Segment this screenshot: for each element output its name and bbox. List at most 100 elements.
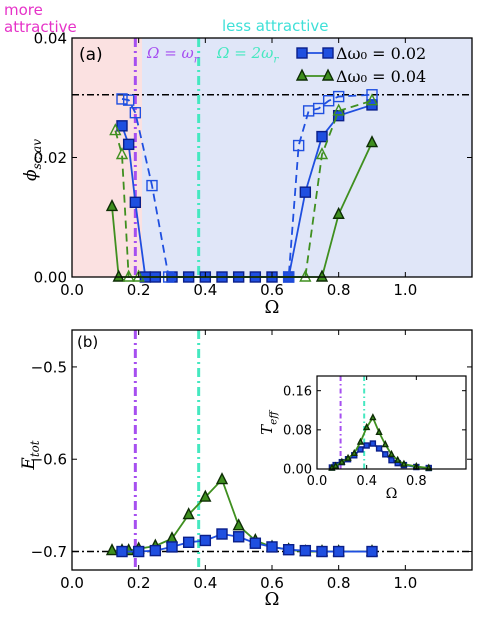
y-tick-label: 0.04 [34, 29, 67, 47]
annotation-more-attractive: more [4, 1, 43, 19]
data-point [112, 269, 125, 282]
data-point [105, 543, 119, 556]
data-point [132, 269, 145, 282]
shaded-region [142, 38, 472, 277]
x-axis-label: Ω [265, 297, 280, 318]
data-point [356, 437, 365, 445]
data-point [122, 94, 135, 106]
y-tick-label: 0.00 [34, 268, 67, 286]
data-point [316, 130, 328, 143]
x-tick-label: 0.2 [127, 574, 151, 592]
data-point [115, 147, 129, 160]
data-point [116, 93, 128, 105]
data-point [366, 545, 378, 558]
x-axis-label: Ω [265, 589, 280, 610]
x-tick-label: 0.6 [260, 281, 284, 299]
data-point [166, 541, 178, 553]
inset-panel: 0.0 0.4 0.8 0.00 0.08 0.16 Ω Teff [258, 375, 467, 502]
data-point [199, 489, 212, 502]
data-point [292, 139, 305, 152]
x-tick-label: 0.4 [356, 474, 377, 489]
data-point [344, 453, 352, 461]
data-point [350, 448, 358, 457]
vline-label-2omega-r: Ω = 2ωr [216, 44, 279, 66]
x-tick-label: 0.8 [327, 574, 351, 592]
data-point [332, 206, 345, 219]
x-tick-label: 0.8 [406, 474, 427, 489]
data-point [122, 138, 135, 151]
inset-frame [316, 375, 467, 470]
data-point [299, 269, 312, 282]
data-point [365, 135, 379, 148]
data-point [312, 102, 325, 115]
data-point [375, 445, 383, 452]
x-tick-label: 0.4 [193, 281, 217, 299]
data-point [332, 90, 345, 103]
data-point [132, 545, 145, 558]
data-point [182, 536, 195, 549]
data-point [299, 186, 312, 198]
legend-marker [295, 68, 309, 81]
inset-y-axis-label: Teff [258, 410, 280, 435]
data-point [365, 93, 379, 106]
y-tick-label: −0.5 [31, 358, 67, 376]
x-tick-label: 0.4 [193, 574, 217, 592]
y-tick-label: 0.02 [34, 149, 67, 167]
panel-a: 0.0 0.2 0.4 0.6 0.8 1.0 0.00 0.02 0.04 (a) Ω = ωr Ω… [21, 29, 473, 318]
panel-label: (a) [79, 45, 103, 65]
x-tick-label: 0.0 [60, 281, 84, 299]
data-point [381, 440, 389, 448]
data-point [105, 199, 119, 212]
data-point [232, 531, 245, 543]
data-point [299, 544, 312, 557]
data-point [331, 461, 340, 469]
data-point [332, 545, 345, 558]
data-point [369, 413, 377, 421]
y-tick-label: 0.00 [283, 463, 312, 478]
data-point [116, 545, 128, 558]
legend-label: Δω₀ = 0.04 [336, 67, 426, 86]
data-point [338, 457, 346, 465]
data-point [129, 106, 142, 119]
annotation-more-attractive: attractive [4, 18, 77, 36]
data-point [388, 456, 395, 464]
data-point [122, 269, 135, 282]
legend-label: Δω₀ = 0.02 [336, 44, 426, 63]
x-tick-label: 0.6 [260, 574, 284, 592]
y-tick-label: −0.7 [31, 543, 67, 561]
inset-x-axis-label: Ω [386, 486, 398, 502]
y-axis-label: ϕsc,av [21, 139, 44, 181]
x-tick-label: 0.2 [127, 281, 151, 299]
y-axis-label: Etot [19, 440, 42, 470]
shaded-region [72, 38, 142, 277]
data-point [199, 534, 212, 547]
vline-label-omega-r: Ω = ωr [146, 44, 200, 66]
data-point [382, 451, 389, 458]
y-tick-label: −0.6 [31, 451, 67, 469]
annotation-less-attractive: less attractive [222, 17, 329, 35]
x-tick-label: 0.0 [60, 574, 84, 592]
data-point [315, 147, 329, 160]
data-point [316, 545, 328, 558]
data-point [116, 120, 128, 132]
data-point [215, 472, 229, 485]
legend-marker [321, 68, 335, 81]
data-point [232, 518, 245, 531]
data-point [394, 455, 402, 463]
data-point [369, 440, 377, 447]
data-point [266, 541, 278, 553]
data-point [249, 537, 262, 549]
data-point [357, 446, 364, 453]
x-tick-label: 0.8 [327, 281, 351, 299]
x-tick-label: 1.0 [393, 281, 417, 299]
data-point [363, 442, 370, 449]
data-point [182, 507, 195, 520]
data-point [387, 449, 396, 458]
x-tick-label: 0.0 [307, 474, 328, 489]
legend-marker [322, 47, 334, 59]
data-point [129, 196, 142, 209]
data-point [400, 459, 408, 467]
panel-b: 0.0 0.2 0.4 0.6 0.8 1.0 −0.5 −0.6 −0.7 (b) Ω Etot [19, 329, 473, 610]
